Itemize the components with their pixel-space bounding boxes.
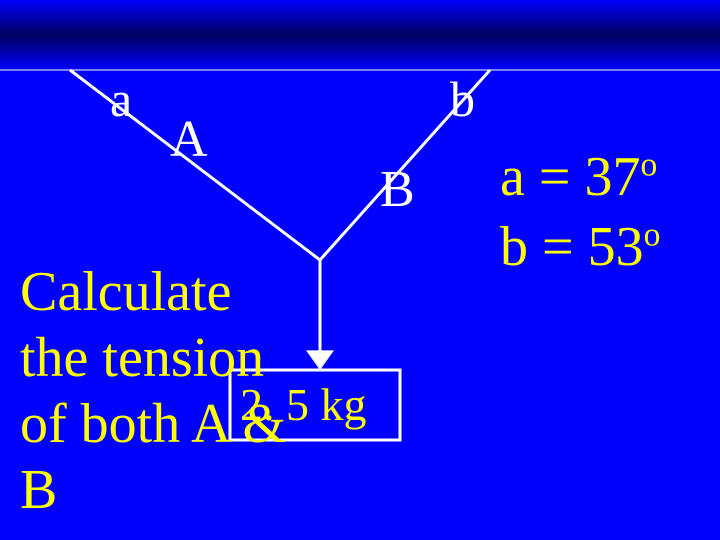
alpha-value: a = 37o bbox=[500, 145, 657, 209]
prompt-line-3: B bbox=[20, 458, 57, 522]
prompt-line-0: Calculate bbox=[20, 260, 231, 324]
prompt-line-2: of both A & bbox=[20, 392, 286, 456]
beta-symbol: b bbox=[450, 70, 475, 128]
alpha-symbol: a bbox=[110, 70, 132, 128]
stage: a b A B 2. 5 kg a = 37o b = 53o Calculat… bbox=[0, 0, 720, 540]
prompt-line-1: the tension bbox=[20, 326, 264, 390]
beta-value: b = 53o bbox=[500, 215, 660, 279]
rope-b-label: B bbox=[380, 160, 415, 219]
rope-a-label: A bbox=[170, 110, 208, 169]
top-bar bbox=[0, 0, 720, 70]
